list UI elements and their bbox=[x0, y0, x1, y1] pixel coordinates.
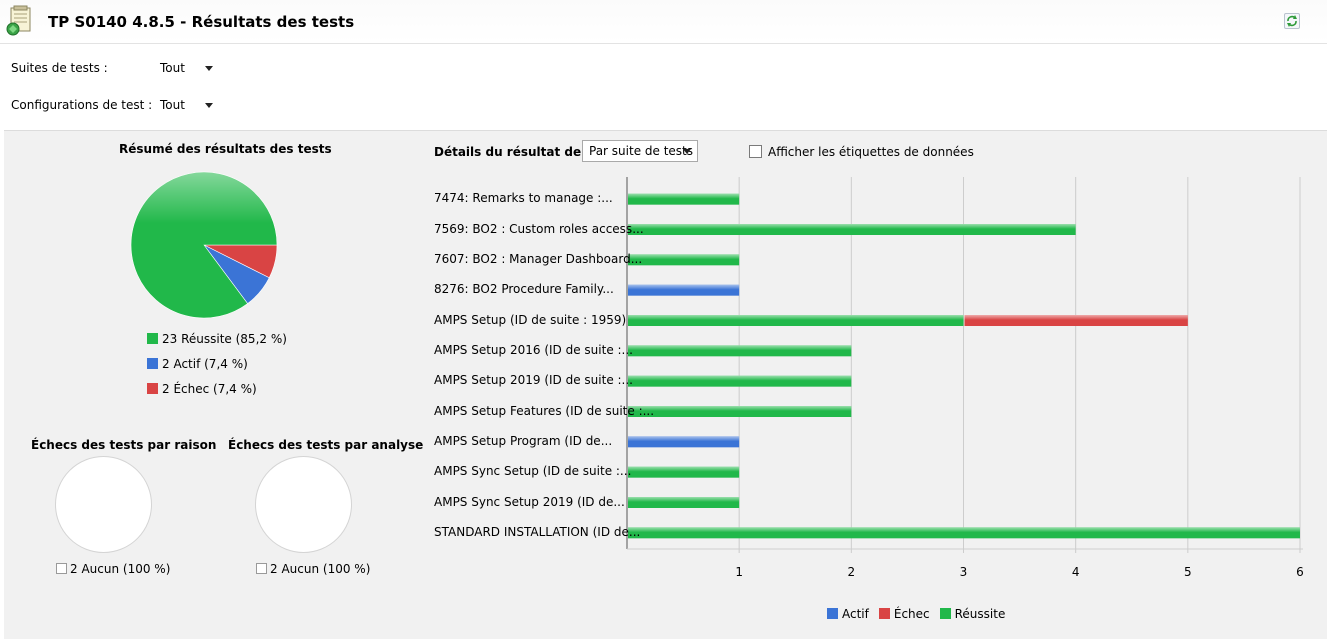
page-title: TP S0140 4.8.5 - Résultats des tests bbox=[48, 13, 355, 31]
legend-item-fail: 2 Échec (7,4 %) bbox=[147, 382, 257, 396]
bar-highlight bbox=[628, 345, 852, 357]
chart-legend-swatch bbox=[939, 608, 951, 619]
test-results-app-icon bbox=[6, 5, 31, 36]
failures-by-analysis-legend-label: 2 Aucun (100 %) bbox=[270, 562, 371, 576]
bar-highlight bbox=[628, 436, 740, 448]
x-tick-label: 3 bbox=[960, 565, 968, 579]
bar-category-label: AMPS Sync Setup 2019 (ID de... bbox=[434, 494, 625, 509]
legend-swatch-none bbox=[256, 563, 267, 574]
x-tick-label: 1 bbox=[735, 565, 743, 579]
x-tick-label: 5 bbox=[1184, 565, 1192, 579]
x-tick-label: 6 bbox=[1296, 565, 1304, 579]
bar-highlight bbox=[628, 254, 740, 266]
bar-category-label: 7607: BO2 : Manager Dashboard... bbox=[434, 251, 643, 266]
bar-category-label: AMPS Setup 2016 (ID de suite :... bbox=[434, 342, 633, 357]
chart-legend-swatch bbox=[827, 608, 838, 619]
legend-swatch-fail bbox=[147, 383, 158, 394]
legend-label-active: 2 Actif (7,4 %) bbox=[162, 357, 248, 371]
title-bar: TP S0140 4.8.5 - Résultats des tests bbox=[0, 0, 1327, 44]
bar-category-label: AMPS Setup Program (ID de... bbox=[434, 433, 613, 448]
failures-by-analysis-legend: 2 Aucun (100 %) bbox=[256, 562, 370, 576]
legend-swatch-none bbox=[56, 563, 67, 574]
show-data-labels-label[interactable]: Afficher les étiquettes de données bbox=[768, 145, 974, 159]
bar-category-label: AMPS Sync Setup (ID de suite :... bbox=[434, 464, 632, 479]
chart-legend-item: Actif bbox=[827, 607, 869, 621]
legend-label-fail: 2 Échec (7,4 %) bbox=[162, 382, 257, 396]
details-title: Détails du résultat de test bbox=[434, 145, 613, 159]
summary-pie-chart bbox=[130, 171, 278, 319]
failures-by-reason-legend-label: 2 Aucun (100 %) bbox=[70, 562, 171, 576]
chevron-down-icon bbox=[683, 149, 691, 154]
bar-highlight bbox=[628, 224, 1076, 235]
chart-legend-item: Réussite bbox=[939, 607, 1006, 621]
legend-swatch-active bbox=[147, 358, 158, 369]
bar-category-label: AMPS Setup 2019 (ID de suite :... bbox=[434, 373, 633, 388]
test-configurations-label: Configurations de test : bbox=[11, 98, 153, 112]
legend-item-active: 2 Actif (7,4 %) bbox=[147, 357, 248, 371]
failures-by-reason-chart bbox=[55, 456, 152, 553]
bar-highlight bbox=[628, 375, 852, 387]
test-configurations-dropdown-arrow-icon[interactable] bbox=[205, 103, 213, 108]
legend-label-pass: 23 Réussite (85,2 %) bbox=[162, 332, 287, 346]
bar-highlight bbox=[628, 497, 740, 508]
chart-legend-label: Réussite bbox=[954, 607, 1006, 621]
bar-highlight bbox=[964, 315, 1188, 326]
legend-swatch-pass bbox=[147, 333, 158, 344]
x-tick-label: 4 bbox=[1072, 565, 1080, 579]
summary-title: Résumé des résultats des tests bbox=[119, 142, 332, 156]
bar-highlight bbox=[628, 527, 1300, 539]
chart-legend-label: Échec bbox=[893, 607, 930, 621]
bar-category-label: AMPS Setup (ID de suite : 1959) bbox=[434, 312, 627, 327]
chart-legend-item: Échec bbox=[878, 607, 930, 621]
test-suites-label: Suites de tests : bbox=[11, 61, 108, 75]
failures-by-analysis-chart bbox=[255, 456, 352, 553]
bar-highlight bbox=[628, 406, 852, 417]
group-by-dropdown[interactable]: Par suite de tests bbox=[582, 140, 698, 162]
bar-highlight bbox=[628, 284, 740, 296]
refresh-button[interactable] bbox=[1284, 13, 1300, 29]
group-by-dropdown-value: Par suite de tests bbox=[589, 144, 694, 158]
bar-chart-legend: Actif Échec Réussite bbox=[827, 607, 1015, 621]
chart-legend-swatch bbox=[878, 608, 890, 619]
bar-category-label: 8276: BO2 Procedure Family... bbox=[434, 282, 614, 297]
legend-item-pass: 23 Réussite (85,2 %) bbox=[147, 332, 287, 346]
bar-category-label: AMPS Setup Features (ID de suite :... bbox=[434, 403, 655, 418]
bar-highlight bbox=[628, 193, 740, 205]
chart-legend-label: Actif bbox=[842, 607, 869, 621]
test-suites-dropdown-arrow-icon[interactable] bbox=[205, 66, 213, 71]
bar-category-label: 7569: BO2 : Custom roles access... bbox=[434, 221, 644, 236]
show-data-labels-checkbox[interactable] bbox=[749, 145, 762, 158]
bar-category-label: STANDARD INSTALLATION (ID de... bbox=[434, 524, 641, 539]
failures-by-reason-legend: 2 Aucun (100 %) bbox=[56, 562, 170, 576]
bar-category-label: 7474: Remarks to manage :... bbox=[434, 191, 613, 206]
failures-by-reason-title: Échecs des tests par raison bbox=[31, 438, 217, 452]
test-results-bar-chart: 1 2 3 4 5 6 bbox=[626, 177, 1304, 579]
test-configurations-dropdown[interactable]: Tout bbox=[160, 98, 185, 112]
failures-by-analysis-title: Échecs des tests par analyse bbox=[228, 438, 424, 452]
bar-highlight bbox=[628, 315, 964, 326]
test-suites-dropdown[interactable]: Tout bbox=[160, 61, 185, 75]
bar-highlight bbox=[628, 466, 740, 478]
refresh-icon bbox=[1287, 15, 1297, 27]
x-tick-label: 2 bbox=[848, 565, 856, 579]
